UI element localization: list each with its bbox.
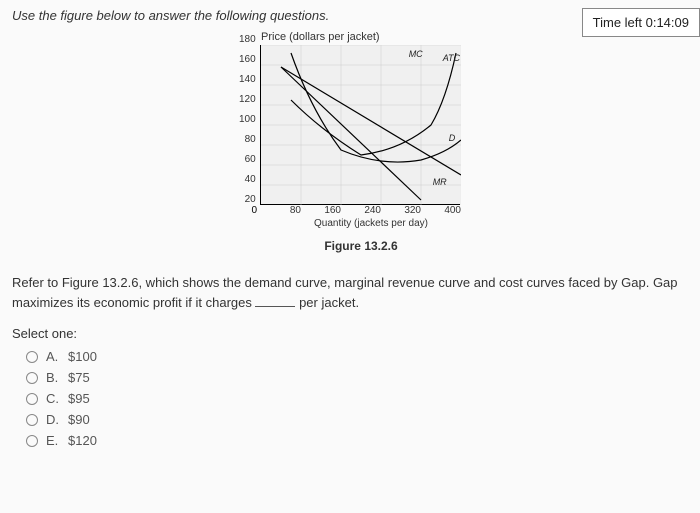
radio-icon <box>26 414 38 426</box>
option-text: $95 <box>68 391 90 406</box>
option-a[interactable]: A. $100 <box>26 349 688 364</box>
x-tick: 320 <box>381 205 421 216</box>
y-tick: 60 <box>245 154 256 165</box>
blank-fill <box>255 295 295 307</box>
option-b[interactable]: B. $75 <box>26 370 688 385</box>
d-label: D <box>449 133 456 143</box>
x-tick: 400 <box>421 205 461 216</box>
timer-box: Time left 0:14:09 <box>582 8 700 37</box>
mr-label: MR <box>433 177 447 187</box>
option-letter: A. <box>46 349 62 364</box>
mc-curve <box>291 53 456 155</box>
option-letter: D. <box>46 412 62 427</box>
y-tick: 40 <box>245 174 256 185</box>
y-tick: 100 <box>239 114 256 125</box>
radio-icon <box>26 372 38 384</box>
origin-label: 0 <box>239 205 261 216</box>
y-axis-title: Price (dollars per jacket) <box>261 31 461 43</box>
option-c[interactable]: C. $95 <box>26 391 688 406</box>
option-e[interactable]: E. $120 <box>26 433 688 448</box>
x-axis-ticks: 80 160 240 320 400 <box>261 205 461 216</box>
y-tick: 120 <box>239 94 256 105</box>
x-axis-title: Quantity (jackets per day) <box>281 218 461 229</box>
chart-area: 180 160 140 120 100 80 60 40 20 <box>239 45 461 205</box>
option-text: $120 <box>68 433 97 448</box>
timer-label: Time left 0:14:09 <box>593 15 689 30</box>
y-tick: 180 <box>239 34 256 45</box>
option-text: $90 <box>68 412 90 427</box>
radio-icon <box>26 393 38 405</box>
atc-curve <box>291 53 461 162</box>
y-tick: 80 <box>245 134 256 145</box>
mc-label: MC <box>409 49 423 59</box>
chart-container: Price (dollars per jacket) 180 160 140 1… <box>239 31 461 253</box>
radio-icon <box>26 435 38 447</box>
question-after: per jacket. <box>295 295 359 310</box>
option-text: $75 <box>68 370 90 385</box>
atc-label: ATC <box>443 53 460 63</box>
x-tick: 80 <box>261 205 301 216</box>
y-tick: 20 <box>245 194 256 205</box>
option-text: $100 <box>68 349 97 364</box>
x-tick: 240 <box>341 205 381 216</box>
option-d[interactable]: D. $90 <box>26 412 688 427</box>
select-one-label: Select one: <box>12 326 688 341</box>
radio-icon <box>26 351 38 363</box>
y-axis-ticks: 180 160 140 120 100 80 60 40 20 <box>239 45 260 205</box>
chart-wrapper: Price (dollars per jacket) 180 160 140 1… <box>12 31 688 255</box>
quiz-page: Use the figure below to answer the follo… <box>0 0 700 513</box>
option-letter: B. <box>46 370 62 385</box>
figure-label: Figure 13.2.6 <box>261 239 461 253</box>
option-letter: C. <box>46 391 62 406</box>
options-list: A. $100 B. $75 C. $95 D. $90 E. $120 <box>12 349 688 448</box>
y-tick: 140 <box>239 74 256 85</box>
chart-svg <box>261 45 461 205</box>
question-text: Refer to Figure 13.2.6, which shows the … <box>12 273 688 312</box>
mr-curve <box>281 67 421 200</box>
x-tick: 160 <box>301 205 341 216</box>
plot-area: MC ATC D MR <box>260 45 460 205</box>
y-tick: 160 <box>239 54 256 65</box>
option-letter: E. <box>46 433 62 448</box>
